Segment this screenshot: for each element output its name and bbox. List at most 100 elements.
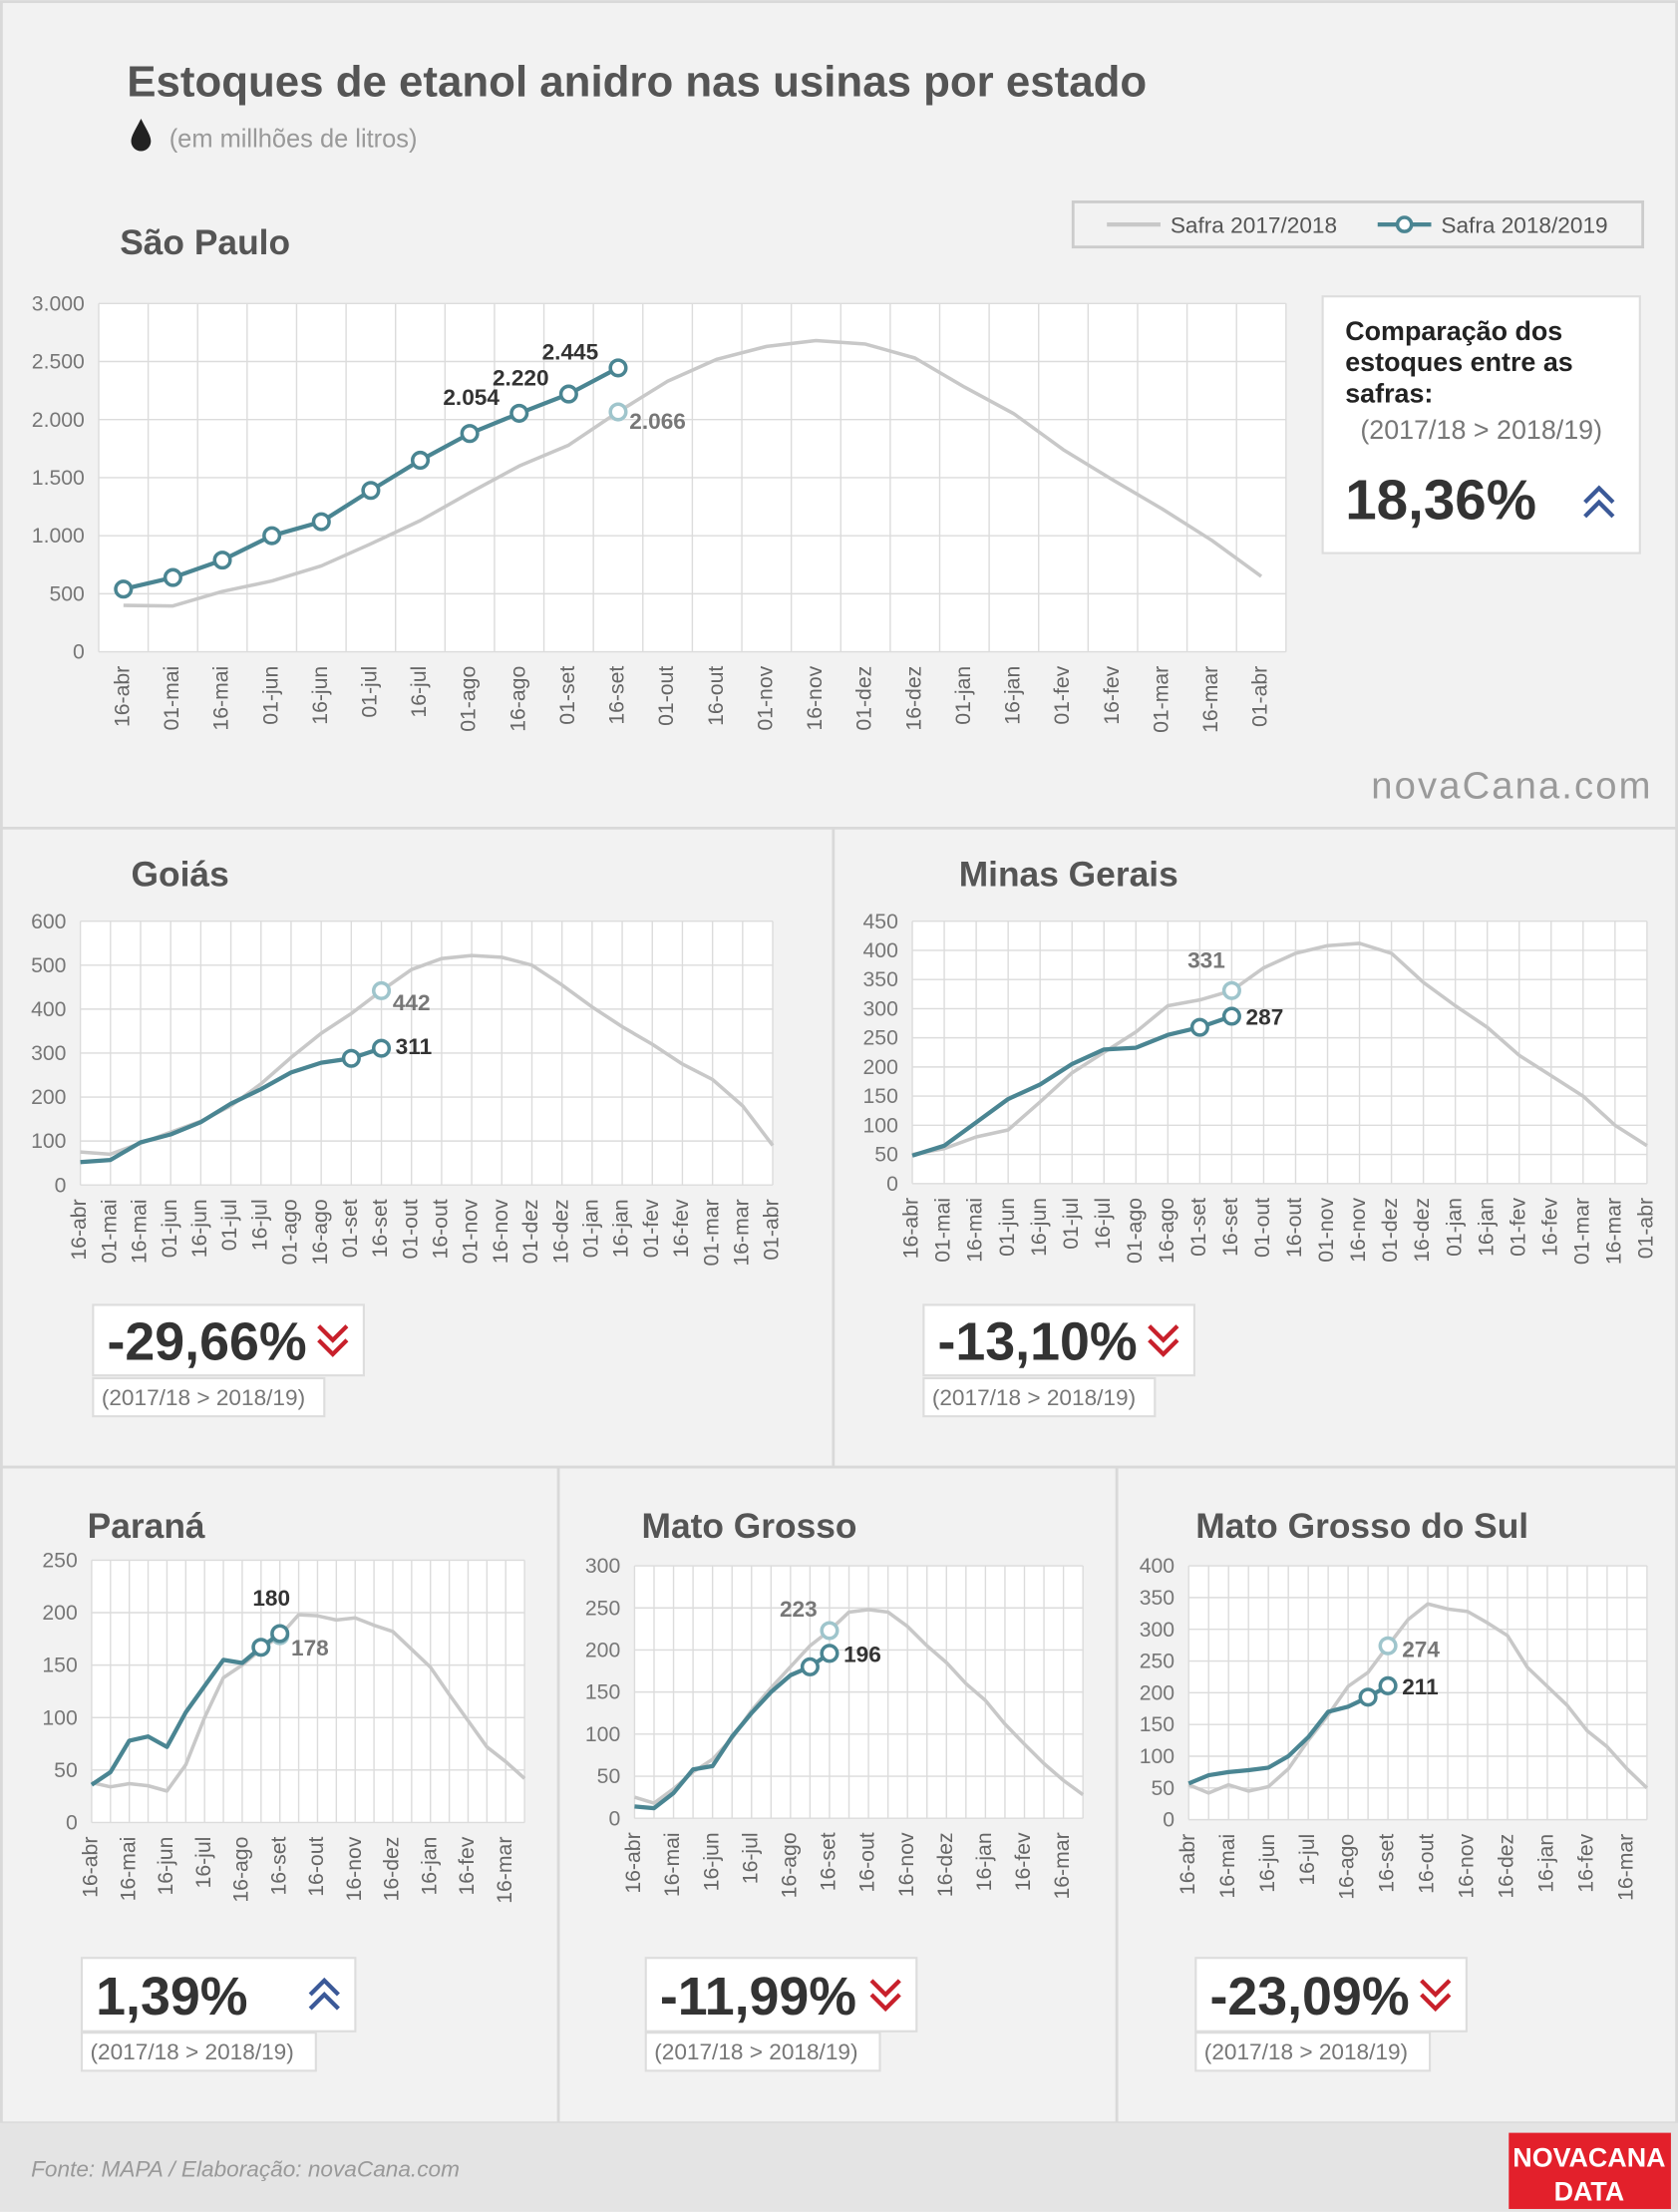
y-tick-label: 50 xyxy=(1152,1777,1175,1800)
data-label: 211 xyxy=(1402,1674,1438,1699)
data-label: 180 xyxy=(252,1586,290,1611)
note-box xyxy=(80,2031,317,2072)
y-tick-label: 2.500 xyxy=(32,351,85,374)
point-marker xyxy=(608,358,628,378)
series-line xyxy=(1187,1602,1649,1795)
y-tick-label: 250 xyxy=(42,1549,77,1572)
x-tick-label: 16-jul xyxy=(408,666,431,718)
x-tick-label: 16-nov xyxy=(1347,1198,1370,1263)
note-box xyxy=(1194,2031,1432,2072)
comparison-box xyxy=(80,1957,357,2032)
x-tick-label: 16-ago xyxy=(506,666,529,732)
y-tick-label: 300 xyxy=(1140,1619,1175,1642)
point-marker xyxy=(558,384,578,404)
x-tick-label: 16-abr xyxy=(900,1198,923,1259)
comparison-note: (2017/18 > 2018/19) xyxy=(1360,415,1602,445)
watermark: novaCana.com xyxy=(1371,765,1652,808)
legend-label: Safra 2018/2019 xyxy=(1441,213,1607,238)
y-tick-label: 150 xyxy=(1140,1713,1175,1736)
y-tick-label: 200 xyxy=(42,1602,77,1625)
x-tick-label: 16-mai xyxy=(661,1832,684,1897)
chart: Mato Grosso do Sul 0 50 100 150 200 250 300 350 4… xyxy=(1140,1507,1649,2072)
x-tick-label: 01-jul xyxy=(359,666,382,718)
y-tick-label: 0 xyxy=(608,1807,620,1830)
point-marker xyxy=(361,481,381,501)
x-tick-label: 16-fev xyxy=(1575,1833,1598,1892)
x-tick-label: 16-dez xyxy=(1496,1834,1518,1899)
trend-arrow xyxy=(1420,1993,1452,2013)
x-tick-label: 16-mai xyxy=(117,1837,140,1902)
x-tick-label: 16-abr xyxy=(111,666,134,727)
x-tick-label: 16-dez xyxy=(1411,1198,1434,1263)
data-label: 442 xyxy=(393,990,431,1015)
x-tick-label: 16-ago xyxy=(1336,1834,1359,1900)
x-tick-label: 16-ago xyxy=(1156,1198,1178,1264)
y-tick-label: 300 xyxy=(585,1555,620,1578)
y-tick-label: 0 xyxy=(1163,1809,1175,1832)
trend-arrow xyxy=(317,1324,349,1343)
point-marker xyxy=(460,424,480,444)
x-tick-label: 16-set xyxy=(1219,1198,1242,1257)
point-marker xyxy=(820,1621,839,1641)
x-tick-label: 16-out xyxy=(305,1836,328,1896)
x-tick-label: 01-mar xyxy=(700,1199,723,1266)
x-tick-label: 16-set xyxy=(818,1832,840,1891)
y-tick-label: 400 xyxy=(31,998,66,1021)
x-tick-label: 01-out xyxy=(399,1199,422,1259)
series-line xyxy=(123,338,1263,608)
y-tick-label: 100 xyxy=(31,1130,66,1153)
chart: Minas Gerais 0 50 100 150 200 250 300 350 400 450 1… xyxy=(863,855,1657,1418)
legend-label: Safra 2017/2018 xyxy=(1171,213,1337,238)
note-box xyxy=(922,1376,1157,1418)
comparison-value: -11,99% xyxy=(660,1967,856,2027)
x-tick-label: 01-nov xyxy=(1315,1198,1338,1263)
x-tick-label: 16-mai xyxy=(1216,1834,1239,1899)
x-tick-label: 16-dez xyxy=(934,1832,957,1897)
y-tick-label: 200 xyxy=(1140,1681,1175,1704)
chart: São Paulo 0 500 1.000 1.500 2.000 2.500 3.000 16… xyxy=(32,200,1645,733)
x-tick-label: 16-jun xyxy=(700,1832,723,1891)
note-box xyxy=(92,1376,326,1418)
point-marker xyxy=(509,403,529,423)
x-tick-label: 01-jun xyxy=(259,666,282,725)
x-tick-label: 16-abr xyxy=(68,1199,91,1260)
y-tick-label: 400 xyxy=(1140,1555,1175,1578)
chart-title: Paraná xyxy=(88,1507,205,1546)
y-tick-label: 500 xyxy=(31,954,66,977)
comparison-note: (2017/18 > 2018/19) xyxy=(932,1385,1136,1410)
point-marker xyxy=(251,1638,271,1658)
y-tick-label: 100 xyxy=(585,1723,620,1746)
y-tick-label: 200 xyxy=(863,1056,898,1079)
series-line xyxy=(80,1046,383,1165)
y-tick-label: 0 xyxy=(55,1174,67,1197)
point-marker xyxy=(1221,980,1241,1000)
trend-arrow xyxy=(308,1977,340,1997)
comparison-value: 1,39% xyxy=(96,1967,247,2027)
x-tick-label: 16-abr xyxy=(1176,1834,1199,1895)
y-tick-label: 600 xyxy=(31,911,66,933)
comparison-value: 18,36% xyxy=(1345,469,1536,532)
x-tick-label: 01-abr xyxy=(1249,666,1272,727)
x-tick-label: 16-mar xyxy=(1602,1198,1625,1265)
y-tick-label: 200 xyxy=(585,1640,620,1662)
x-tick-label: 01-set xyxy=(556,666,579,725)
x-tick-label: 01-nov xyxy=(460,1199,483,1264)
x-tick-label: 16-jan xyxy=(1475,1198,1498,1257)
x-tick-label: 16-jan xyxy=(973,1832,996,1891)
point-marker xyxy=(608,402,628,422)
series-line xyxy=(1187,1683,1390,1786)
point-marker xyxy=(262,526,282,546)
point-marker xyxy=(800,1657,820,1676)
legend-marker xyxy=(1395,215,1414,233)
comparison-value: -23,09% xyxy=(1209,1967,1409,2027)
x-tick-label: 16-mai xyxy=(210,666,233,731)
comparison-note: (2017/18 > 2018/19) xyxy=(1204,2039,1408,2064)
y-tick-label: 100 xyxy=(42,1706,77,1729)
x-tick-label: 16-jun xyxy=(188,1199,211,1258)
x-tick-label: 01-mar xyxy=(1570,1198,1593,1265)
x-tick-label: 01-fev xyxy=(1051,665,1074,724)
comparison-note: (2017/18 > 2018/19) xyxy=(91,2039,294,2064)
y-tick-label: 100 xyxy=(863,1114,898,1137)
trend-arrow xyxy=(1148,1324,1179,1343)
x-tick-label: 16-mar xyxy=(1199,666,1222,733)
